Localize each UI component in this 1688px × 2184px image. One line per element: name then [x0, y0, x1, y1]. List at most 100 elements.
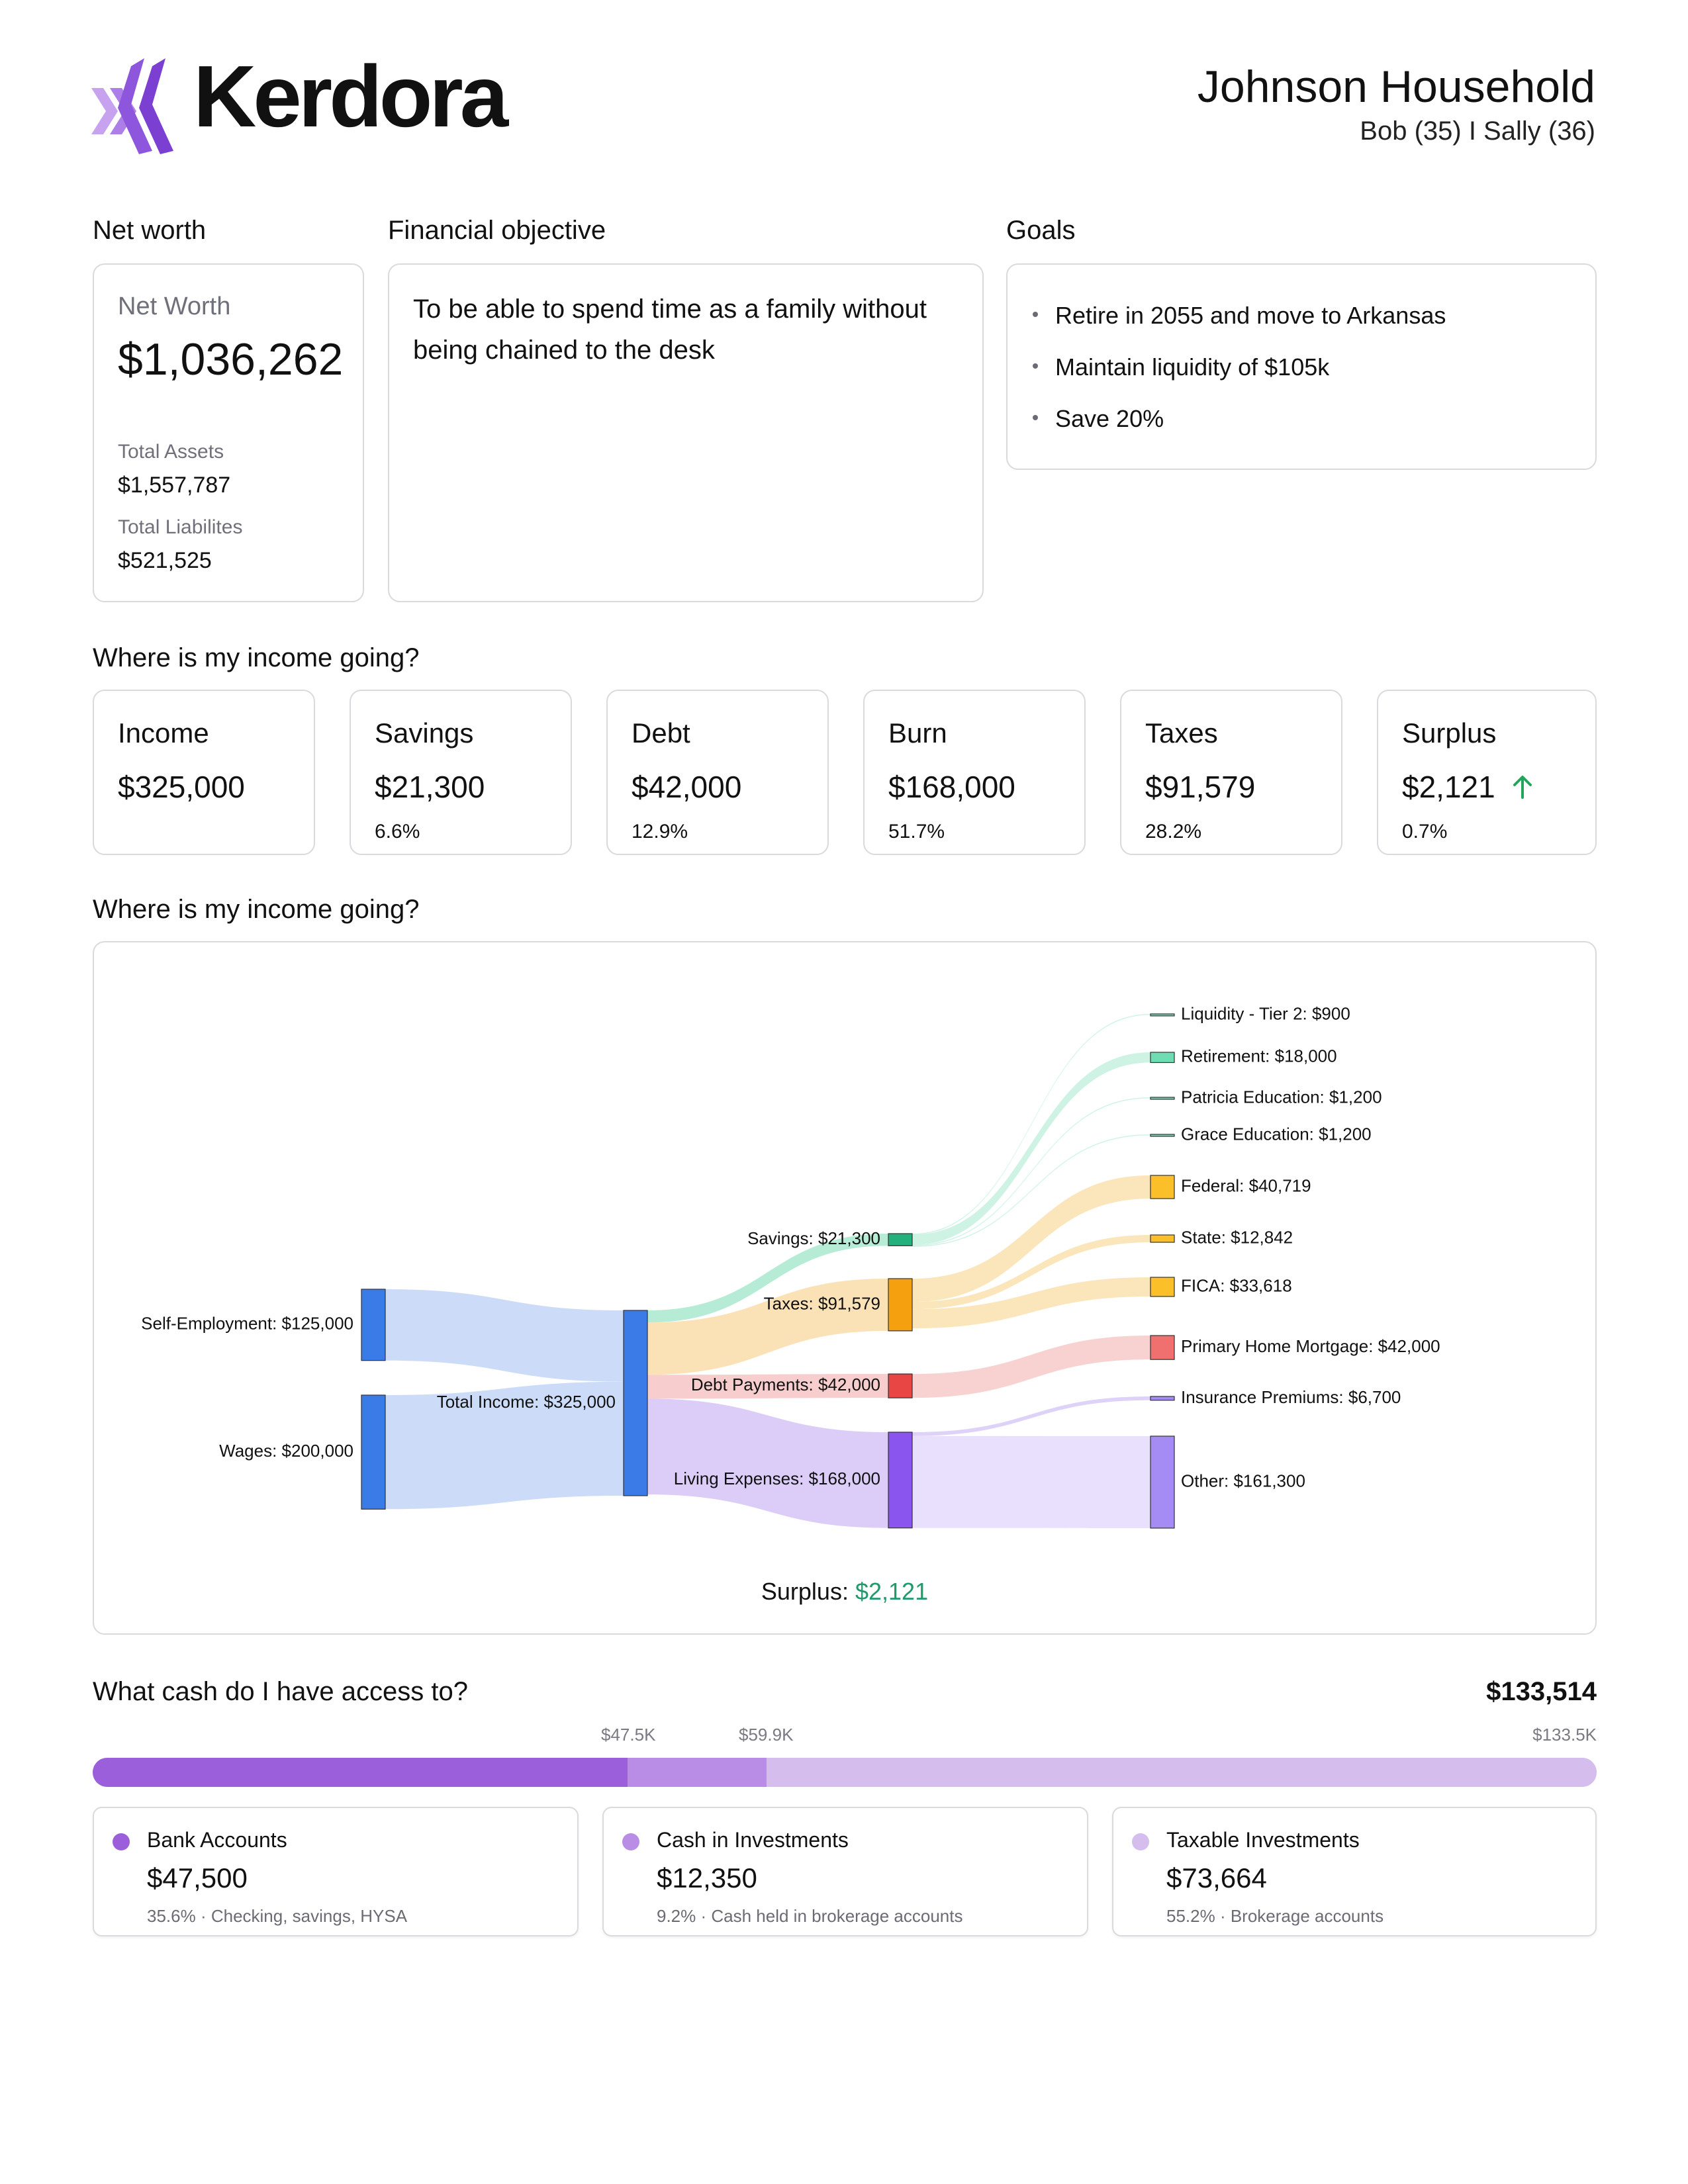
sankey-node-pat [1150, 1097, 1175, 1100]
sankey-link-total-savings [647, 1234, 888, 1323]
sankey-link-savings-grace [912, 1134, 1150, 1248]
net-worth-label: Net Worth [118, 293, 231, 320]
sankey-link-wages-total [385, 1381, 624, 1510]
cash-card-value: $12,350 [657, 1862, 757, 1893]
tile-burn: Burn $168,000 51.7% [863, 690, 1086, 855]
sankey-label-ret: Retirement: $18,000 [1181, 1046, 1337, 1066]
sankey-node-total [623, 1310, 648, 1496]
total-assets-value: $1,557,787 [118, 473, 231, 498]
sankey-node-fica [1150, 1277, 1175, 1297]
sankey-label-fica: FICA: $33,618 [1181, 1275, 1292, 1295]
legend-dot-icon [622, 1833, 639, 1850]
cash-card-sub: 35.6% · Checking, savings, HYSA [147, 1906, 408, 1926]
tile-label: Burn [888, 717, 947, 749]
cash-stacked-bar [93, 1758, 1597, 1787]
objective-section-title: Financial objective [388, 216, 606, 245]
sankey-node-liq [1150, 1013, 1175, 1017]
sankey-node-state [1150, 1234, 1175, 1243]
sankey-label-pat: Patricia Education: $1,200 [1181, 1087, 1382, 1107]
cash-card-value: $73,664 [1166, 1862, 1267, 1893]
cash-card-cash-in-investments: Cash in Investments $12,350 9.2% · Cash … [602, 1807, 1088, 1936]
sankey-card: Self-Employment: $125,000 Wages: $200,000… [93, 941, 1597, 1635]
sankey-link-total-living [647, 1398, 888, 1528]
cash-total: $133,514 [1486, 1677, 1597, 1706]
sankey-node-wages [361, 1394, 386, 1510]
cash-card-sub: 55.2% · Brokerage accounts [1166, 1906, 1384, 1926]
sankey-link-total-debt [647, 1374, 888, 1399]
sankey-node-ins [1150, 1396, 1175, 1401]
cash-bar-segment-taxable [767, 1758, 1597, 1787]
goal-item: Save 20% [1033, 405, 1164, 433]
arrow-up-icon [1513, 775, 1532, 799]
sankey-label-wages: Wages: $200,000 [219, 1441, 353, 1461]
sankey-label-self: Self-Employment: $125,000 [141, 1314, 353, 1334]
brand-name: Kerdora [193, 48, 508, 145]
sankey-link-living-other [912, 1435, 1150, 1528]
cash-card-taxable: Taxable Investments $73,664 55.2% · Brok… [1112, 1807, 1597, 1936]
sankey-chart: Self-Employment: $125,000 Wages: $200,000… [141, 1003, 1440, 1529]
sankey-node-self [361, 1289, 386, 1361]
tile-income: Income $325,000 [93, 690, 315, 855]
total-assets-label: Total Assets [118, 441, 224, 463]
sankey-link-taxes-state [912, 1235, 1150, 1310]
total-liabilities-value: $521,525 [118, 548, 212, 573]
sankey-label-grace: Grace Education: $1,200 [1181, 1124, 1372, 1144]
sankey-section-title: Where is my income going? [93, 895, 420, 924]
sankey-label-total: Total Income: $325,000 [437, 1392, 616, 1412]
sankey-label-fed: Federal: $40,719 [1181, 1175, 1311, 1195]
bullet-icon [1033, 363, 1038, 369]
net-worth-card: Net Worth $1,036,262 Total Assets $1,557… [93, 263, 364, 602]
goals-section-title: Goals [1006, 216, 1076, 245]
sankey-label-liq: Liquidity - Tier 2: $900 [1181, 1003, 1350, 1023]
bar-tick-label: $59.9K [739, 1725, 794, 1745]
sankey-label-ins: Insurance Premiums: $6,700 [1181, 1387, 1401, 1407]
cash-card-sub: 9.2% · Cash held in brokerage accounts [657, 1906, 963, 1926]
surplus-label: Surplus: [761, 1578, 849, 1605]
net-worth-section-title: Net worth [93, 216, 207, 245]
total-liabilities-label: Total Liabilites [118, 516, 243, 538]
sankey-label-savings: Savings: $21,300 [747, 1228, 880, 1248]
legend-dot-icon [113, 1833, 130, 1850]
goals-card: Retire in 2055 and move to Arkansas Main… [1006, 263, 1597, 470]
sankey-label-other: Other: $161,300 [1181, 1471, 1305, 1490]
sankey-node-debt [888, 1373, 913, 1398]
tile-value: $2,121 [1402, 769, 1534, 805]
cash-bar-segment-cash-in-investments [628, 1758, 767, 1787]
bar-tick-label: $47.5K [601, 1725, 656, 1745]
tile-value: $91,579 [1145, 770, 1256, 804]
cash-card-title: Cash in Investments [657, 1828, 849, 1852]
sankey-node-mort [1150, 1335, 1175, 1360]
sankey-link-total-taxes [647, 1279, 888, 1375]
household-members: Bob (35) I Sally (36) [1360, 116, 1595, 146]
cash-bar-segment-bank [93, 1758, 628, 1787]
tile-percent: 51.7% [888, 821, 945, 842]
net-worth-value: $1,036,262 [118, 334, 344, 385]
tile-percent: 12.9% [632, 821, 688, 842]
sankey-node-fed [1150, 1175, 1175, 1199]
household-name: Johnson Household [1197, 62, 1595, 112]
bar-tick-label: $133.5K [1532, 1725, 1597, 1745]
cash-card-title: Bank Accounts [147, 1828, 287, 1852]
bullet-icon [1033, 312, 1038, 318]
cash-card-value: $47,500 [147, 1862, 248, 1893]
tile-value: $21,300 [375, 770, 485, 804]
sankey-node-savings [888, 1233, 913, 1246]
sankey-label-state: State: $12,842 [1181, 1227, 1293, 1247]
sankey-label-debt: Debt Payments: $42,000 [691, 1375, 880, 1394]
bullet-icon [1033, 415, 1038, 421]
cash-section-title: What cash do I have access to? [93, 1677, 468, 1706]
goal-item: Maintain liquidity of $105k [1033, 353, 1329, 381]
objective-card: To be able to spend time as a family wit… [388, 263, 984, 602]
tile-surplus: Surplus $2,121 0.7% [1377, 690, 1597, 855]
sankey-link-taxes-fica [912, 1277, 1150, 1329]
cash-card-bank: Bank Accounts $47,500 35.6% · Checking, … [93, 1807, 579, 1936]
surplus-value: $2,121 [855, 1578, 929, 1605]
sankey-link-savings-pat [912, 1097, 1150, 1246]
goal-item: Retire in 2055 and move to Arkansas [1033, 302, 1446, 330]
tile-value: $325,000 [118, 770, 245, 804]
sankey-label-taxes: Taxes: $91,579 [764, 1293, 880, 1313]
sankey-node-taxes [888, 1278, 913, 1332]
tile-label: Savings [375, 717, 474, 749]
tile-debt: Debt $42,000 12.9% [606, 690, 829, 855]
sankey-link-savings-liq [912, 1014, 1150, 1235]
